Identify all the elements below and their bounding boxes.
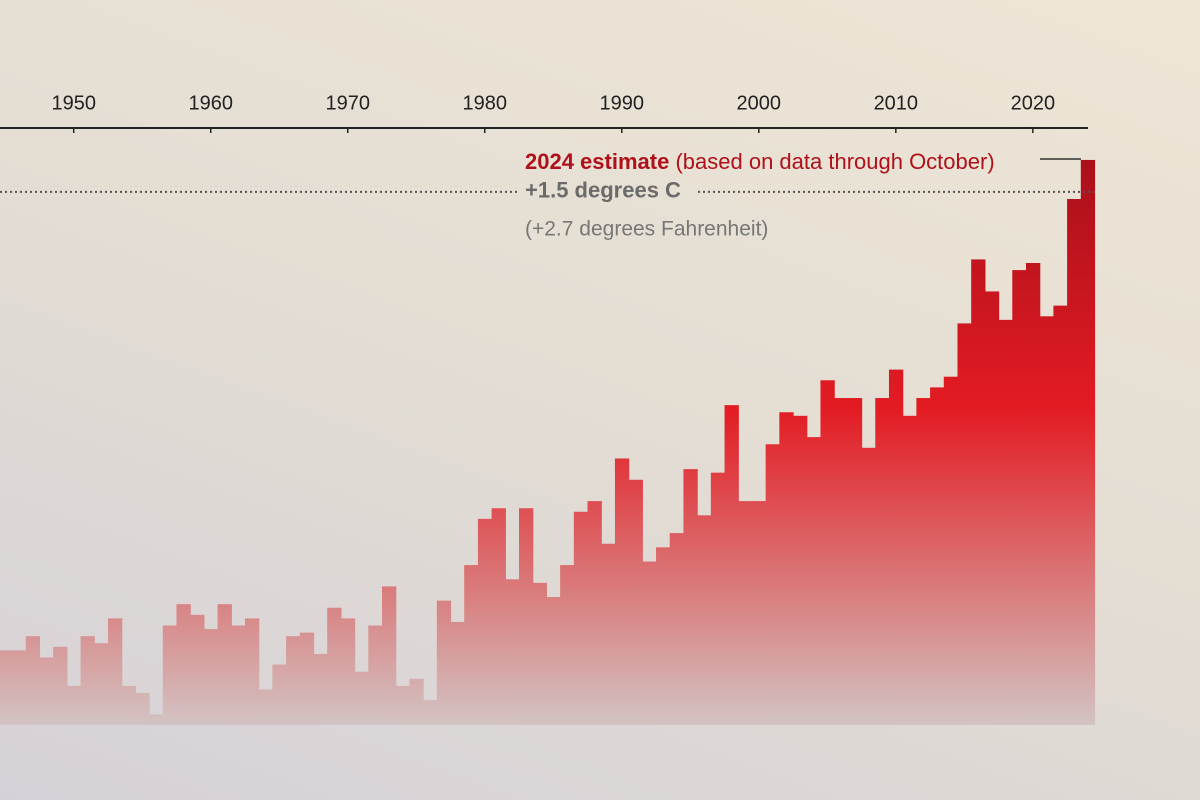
x-tick-label: 1960 <box>188 92 233 114</box>
bar <box>135 693 150 725</box>
x-tick-label: 2010 <box>874 92 919 114</box>
bar <box>875 398 890 725</box>
bar <box>217 604 232 725</box>
bars <box>0 159 1096 726</box>
bar <box>984 291 1000 725</box>
bar <box>669 533 685 725</box>
bar <box>53 646 68 725</box>
bar <box>25 636 41 725</box>
bar <box>519 508 534 725</box>
bar <box>847 398 863 725</box>
bar <box>656 547 671 725</box>
bar <box>834 398 849 725</box>
bar <box>820 380 835 725</box>
bar <box>601 543 616 725</box>
bar <box>532 582 548 725</box>
bar <box>80 636 95 725</box>
bar <box>779 412 794 725</box>
bar <box>587 501 602 725</box>
annotation-text: (based on data through October) <box>675 149 994 174</box>
bar <box>1012 270 1027 725</box>
bar <box>724 405 739 725</box>
bar <box>930 387 945 725</box>
x-tick-label: 1980 <box>463 92 508 114</box>
bar <box>190 614 205 725</box>
bar <box>751 501 767 725</box>
bar <box>1053 305 1068 725</box>
bar <box>464 565 479 725</box>
bar <box>395 685 411 725</box>
bar <box>943 376 959 725</box>
bar <box>340 618 356 725</box>
bar <box>272 664 287 725</box>
bar <box>1067 199 1082 726</box>
bar <box>121 685 136 725</box>
bar <box>888 369 904 725</box>
annotation: 2024 estimate (based on data through Oct… <box>525 149 995 174</box>
bar <box>505 579 520 725</box>
bar <box>560 565 575 725</box>
threshold-sublabel: (+2.7 degrees Fahrenheit) <box>525 217 768 240</box>
bar <box>477 518 493 725</box>
bar <box>916 398 931 725</box>
bar <box>382 586 397 725</box>
bar <box>176 604 191 725</box>
bar <box>409 678 424 725</box>
bar <box>614 458 630 725</box>
annotation-bold: 2024 estimate <box>525 149 669 174</box>
bar <box>258 689 273 725</box>
x-tick-label: 2020 <box>1011 92 1056 114</box>
bar <box>710 472 726 725</box>
bar <box>806 437 822 725</box>
bar <box>1025 262 1041 725</box>
bar <box>94 643 109 725</box>
bar <box>765 444 780 725</box>
threshold-label: +1.5 degrees C <box>525 178 681 203</box>
bar <box>546 597 561 725</box>
bar <box>149 714 164 725</box>
bar <box>491 508 506 725</box>
bar <box>642 561 657 725</box>
x-tick-label: 1970 <box>326 92 371 114</box>
x-tick-label: 1950 <box>51 92 96 114</box>
bar <box>0 650 13 725</box>
bar <box>902 415 917 725</box>
bar <box>286 636 301 725</box>
bar <box>1039 316 1054 725</box>
bar <box>299 632 315 725</box>
bar <box>107 618 123 725</box>
bar <box>697 515 712 725</box>
bar <box>683 469 698 725</box>
bar <box>327 607 342 725</box>
bar <box>354 671 369 725</box>
bar <box>861 447 876 725</box>
bar <box>628 479 643 725</box>
bar <box>162 625 178 725</box>
bar <box>957 323 972 725</box>
bar <box>1080 159 1096 726</box>
bar <box>738 501 753 725</box>
bar <box>244 618 260 725</box>
bar <box>66 685 82 725</box>
bar <box>313 653 328 725</box>
bar <box>436 600 452 725</box>
bar <box>793 415 808 725</box>
bar <box>368 625 383 725</box>
bar <box>450 621 465 725</box>
bar <box>231 625 246 725</box>
bar <box>12 650 27 725</box>
bar <box>573 511 589 725</box>
bar <box>39 657 54 725</box>
bar <box>423 700 438 725</box>
bar <box>971 259 986 725</box>
x-tick-label: 2000 <box>737 92 782 114</box>
x-tick-label: 1990 <box>600 92 645 114</box>
bar <box>203 629 219 725</box>
bar <box>998 319 1013 725</box>
